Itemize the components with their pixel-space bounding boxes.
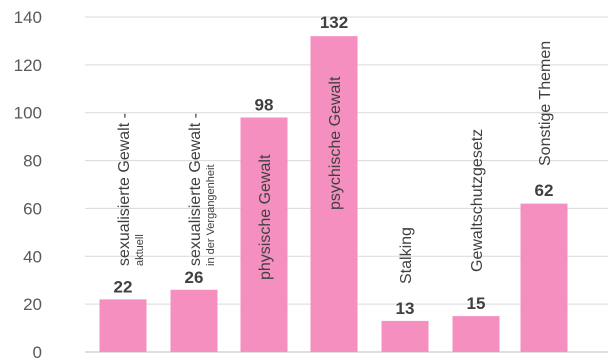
value-label: 62 [535, 181, 554, 200]
category-sublabel: aktuell [134, 234, 146, 266]
value-label: 26 [185, 268, 204, 287]
bars [99, 36, 568, 353]
y-tick-label: 100 [14, 104, 42, 123]
bar [520, 203, 568, 352]
value-label: 15 [467, 294, 486, 313]
category-label: sexualisierte Gewalt - [116, 113, 133, 266]
bar [452, 316, 500, 352]
value-label: 22 [114, 277, 133, 296]
y-tick-label: 120 [14, 56, 42, 75]
category-label: physische Gewalt [257, 154, 274, 280]
y-tick-label: 20 [23, 295, 42, 314]
bar [170, 289, 218, 352]
y-tick-label: 0 [33, 343, 42, 362]
bar [381, 320, 429, 352]
category-label: sexualisierte Gewalt - [187, 113, 204, 266]
value-label: 132 [320, 13, 348, 32]
y-axis: 0 20 40 60 80 100 120 140 [14, 8, 42, 362]
value-label: 98 [255, 96, 274, 115]
bar [240, 117, 288, 352]
value-labels: 22 26 98 132 13 15 62 [114, 13, 554, 318]
y-tick-label: 140 [14, 8, 42, 27]
category-sublabel: in der Vergangenheit [205, 164, 217, 266]
bar [99, 299, 147, 352]
category-label: Stalking [398, 227, 415, 284]
category-label: Sonstige Themen [537, 41, 554, 166]
y-tick-label: 60 [23, 199, 42, 218]
y-tick-label: 80 [23, 152, 42, 171]
bar [310, 36, 358, 353]
y-tick-label: 40 [23, 247, 42, 266]
value-label: 13 [396, 299, 415, 318]
category-label: psychische Gewalt [327, 76, 344, 210]
category-label: Gewaltschutzgesetz [469, 129, 486, 272]
category-labels: sexualisierte Gewalt - aktuell sexualisier… [116, 41, 554, 284]
